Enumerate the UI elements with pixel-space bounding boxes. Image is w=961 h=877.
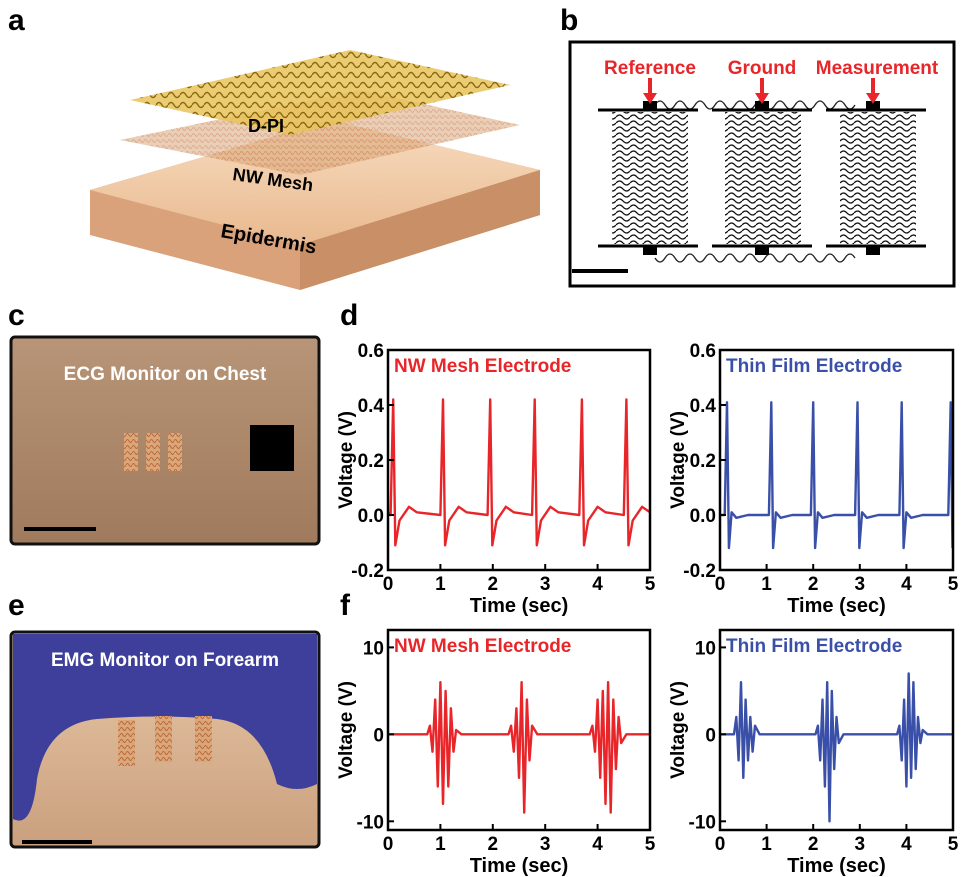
x-tick-label: 2: [488, 834, 499, 855]
y-axis-label: Voltage (V): [668, 681, 689, 779]
x-axis-label: Time (sec): [787, 595, 886, 617]
data-line: [388, 400, 650, 546]
electrode-label: Reference: [604, 58, 696, 79]
y-tick-label: -0.2: [351, 561, 384, 582]
x-tick-label: 1: [761, 834, 772, 855]
x-tick-label: 0: [715, 574, 726, 595]
y-tick-label: 0.0: [358, 506, 384, 527]
x-tick-label: 3: [855, 834, 866, 855]
y-tick-label: -0.2: [683, 561, 716, 582]
electrode-label: Ground: [728, 58, 797, 79]
x-tick-label: 4: [592, 834, 603, 855]
y-axis-label: Voltage (V): [336, 411, 357, 509]
y-tick-label: 0.2: [690, 451, 716, 472]
x-tick-label: 2: [808, 574, 819, 595]
x-tick-label: 0: [383, 834, 394, 855]
y-axis-label: Voltage (V): [336, 681, 357, 779]
data-line: [720, 674, 953, 822]
data-line: [388, 682, 650, 812]
y-tick-label: 0.4: [358, 396, 385, 417]
x-tick-label: 3: [855, 574, 866, 595]
y-tick-label: 0.6: [690, 341, 716, 362]
figure: a b c d e f D-PI NW Mesh Epidermis Refer…: [0, 0, 961, 877]
x-axis-label: Time (sec): [470, 855, 569, 877]
panel-label: e: [8, 589, 25, 622]
x-tick-label: 4: [901, 834, 912, 855]
y-tick-label: 10: [363, 638, 384, 659]
x-tick-label: 3: [540, 574, 551, 595]
panel-label: d: [340, 299, 358, 332]
x-axis-label: Time (sec): [470, 595, 569, 617]
panel-label: c: [8, 299, 25, 332]
y-tick-label: 0.6: [358, 341, 384, 362]
series-label: Thin Film Electrode: [726, 356, 902, 377]
plot-frame: [720, 350, 953, 570]
x-tick-label: 5: [948, 834, 959, 855]
data-line: [720, 402, 953, 548]
x-tick-label: 3: [540, 834, 551, 855]
x-tick-label: 0: [715, 834, 726, 855]
series-label: NW Mesh Electrode: [394, 636, 571, 657]
x-tick-label: 5: [948, 574, 959, 595]
y-axis-label: Voltage (V): [668, 411, 689, 509]
x-tick-label: 2: [488, 574, 499, 595]
layer-label: D-PI: [248, 116, 284, 136]
electrode-label: Measurement: [816, 58, 939, 79]
x-axis-label: Time (sec): [787, 855, 886, 877]
y-tick-label: 0.0: [690, 506, 716, 527]
series-label: Thin Film Electrode: [726, 636, 902, 657]
x-tick-label: 4: [901, 574, 912, 595]
x-tick-label: 5: [645, 834, 656, 855]
series-label: NW Mesh Electrode: [394, 356, 571, 377]
plot-frame: [388, 350, 650, 570]
y-tick-label: 10: [695, 638, 716, 659]
photo-caption: ECG Monitor on Chest: [64, 364, 267, 385]
panel-label: f: [340, 589, 351, 622]
y-tick-label: 0: [705, 725, 716, 746]
x-tick-label: 1: [761, 574, 772, 595]
x-tick-label: 4: [592, 574, 603, 595]
y-tick-label: 0: [373, 725, 384, 746]
y-tick-label: -10: [689, 812, 716, 833]
photo-caption: EMG Monitor on Forearm: [51, 650, 279, 671]
panel-label: a: [8, 4, 25, 37]
x-tick-label: 2: [808, 834, 819, 855]
x-tick-label: 1: [435, 574, 446, 595]
y-tick-label: -10: [357, 812, 384, 833]
x-tick-label: 0: [383, 574, 394, 595]
x-tick-label: 5: [645, 574, 656, 595]
panel-label: b: [560, 4, 578, 37]
x-tick-label: 1: [435, 834, 446, 855]
y-tick-label: 0.2: [358, 451, 384, 472]
page: { "panel_labels": ["a", "b", "c", "d", "…: [0, 0, 961, 877]
y-tick-label: 0.4: [690, 396, 717, 417]
